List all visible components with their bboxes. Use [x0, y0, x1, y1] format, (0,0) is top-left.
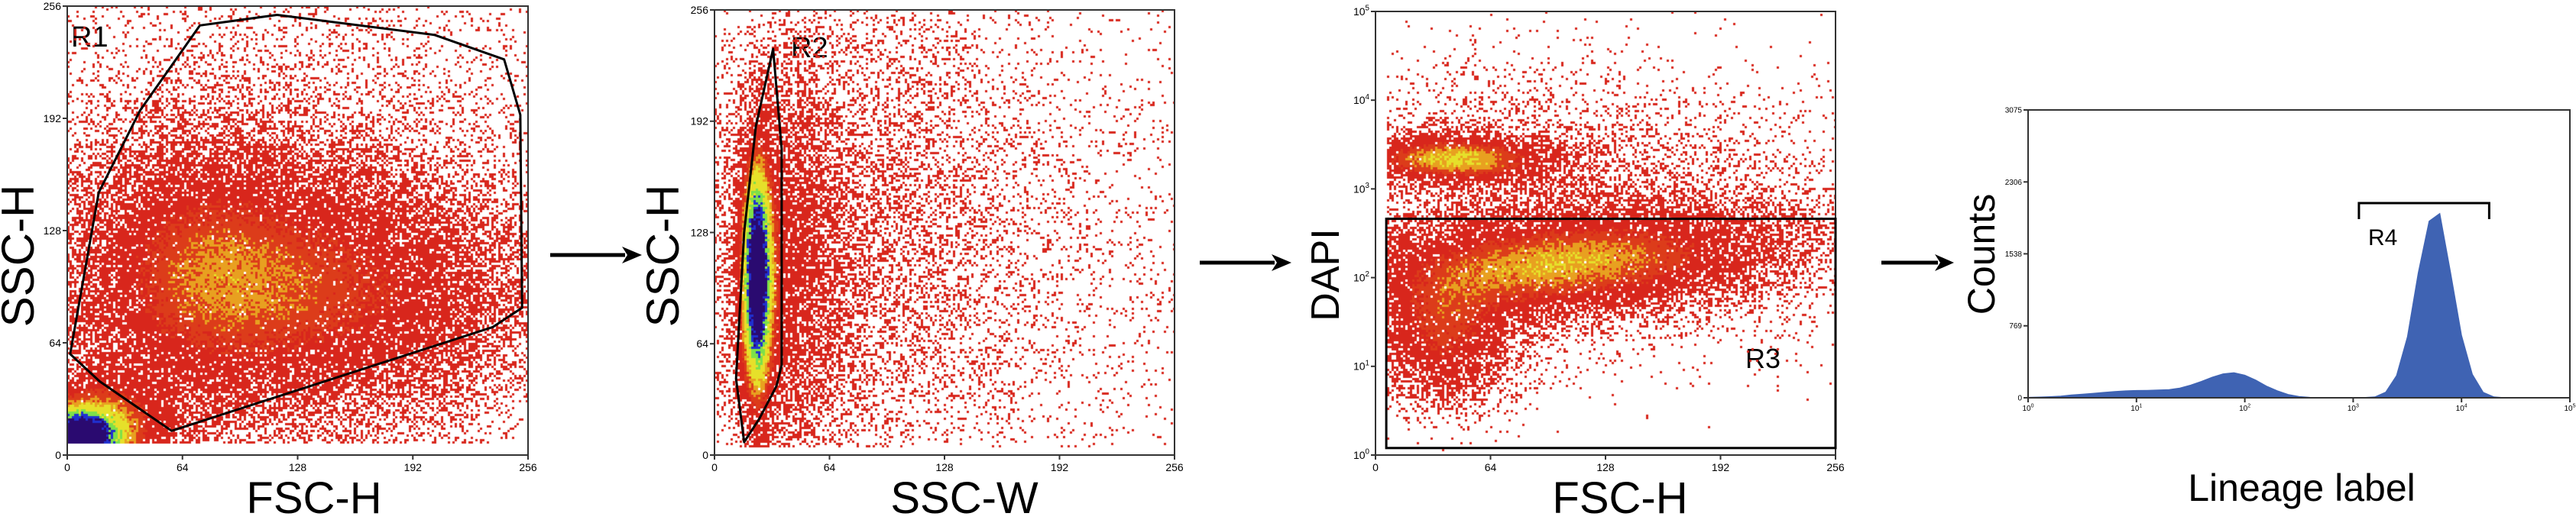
y-tick-label: 101	[1353, 359, 1369, 372]
y-tick-label: 104	[1353, 93, 1370, 106]
x-tick-label: 192	[404, 461, 423, 473]
plot-frame	[714, 9, 1175, 456]
x-tick-label: 64	[824, 461, 836, 473]
y-tick-label: 192	[44, 112, 62, 124]
gate-r2	[734, 47, 783, 444]
plot3-x-axis-label: FSC-H	[1552, 473, 1688, 523]
plot2-density-dots	[714, 10, 1175, 455]
plot2-x-axis-label: SSC-W	[890, 473, 1039, 523]
x-tick-label: 128	[935, 461, 954, 473]
plot4-x-axis-label: Lineage label	[2188, 467, 2416, 509]
x-tick-exponent: 1	[2139, 404, 2142, 409]
y-tick-label: 103	[1353, 182, 1370, 195]
gate-r4	[2357, 202, 2490, 219]
y-tick-exponent: 4	[1366, 93, 1370, 102]
right-arrow-icon	[1881, 254, 1954, 271]
plot1-y-axis-label: SSC-H	[0, 184, 44, 328]
x-tick-exponent: 4	[2464, 404, 2467, 409]
x-tick-label: 256	[519, 461, 537, 473]
y-tick-label: 192	[691, 115, 709, 128]
plot2-y-axis-label: SSC-H	[637, 184, 689, 328]
plot1-density-dots	[67, 6, 528, 455]
y-tick-exponent: 3	[1366, 182, 1370, 190]
plot2-axes: 0 64 128 192 256 0 64 128 192 256	[691, 4, 1184, 473]
x-tick-label: 192	[1712, 461, 1730, 473]
x-tick-label: 128	[289, 461, 307, 473]
right-arrow-icon	[550, 247, 642, 263]
plot-frame	[1375, 11, 1836, 456]
x-tick-label: 128	[1596, 461, 1615, 473]
y-tick-label: 0	[55, 449, 61, 461]
y-tick-exponent: 2	[1366, 270, 1369, 279]
x-tick-label: 102	[2239, 404, 2250, 414]
y-tick-label: 64	[49, 337, 61, 349]
x-tick-label: 0	[64, 461, 70, 473]
x-tick-label: 105	[2564, 404, 2575, 414]
y-tick-label: 100	[1353, 448, 1370, 461]
x-tick-label: 104	[2456, 404, 2467, 414]
x-tick-label: 100	[2022, 404, 2033, 414]
histogram-area	[2027, 212, 2570, 399]
y-tick-label: 256	[44, 0, 62, 12]
y-tick-exponent: 5	[1366, 5, 1370, 13]
x-tick-label: 0	[711, 461, 718, 473]
x-tick-label: 256	[1165, 461, 1184, 473]
x-tick-exponent: 5	[2573, 404, 2576, 409]
y-tick-exponent: 1	[1366, 359, 1369, 367]
y-tick-label: 0	[2017, 395, 2022, 403]
plot1-axes: 0 64 128 192 256 0 64 128 192 256	[44, 0, 537, 473]
x-tick-exponent: 0	[2031, 404, 2034, 409]
x-tick-label: 64	[1485, 461, 1497, 473]
x-tick-exponent: 3	[2356, 404, 2359, 409]
x-tick-label: 192	[1051, 461, 1069, 473]
y-tick-label: 769	[2009, 322, 2022, 331]
gate-r3	[1385, 218, 1837, 450]
x-tick-label: 256	[1826, 461, 1845, 473]
gate-r1	[69, 14, 523, 432]
y-tick-exponent: 0	[1366, 448, 1370, 457]
y-tick-label: 3075	[2005, 107, 2023, 115]
y-tick-label: 256	[691, 4, 709, 16]
y-tick-label: 128	[691, 226, 709, 238]
x-tick-label: 101	[2130, 404, 2142, 414]
x-tick-label: 103	[2348, 404, 2359, 414]
plot4-y-axis-label: Counts	[1960, 193, 2003, 315]
x-tick-label: 0	[1372, 461, 1379, 473]
plot1-x-axis-label: FSC-H	[246, 473, 382, 523]
plot3-y-axis-label: DAPI	[1304, 228, 1348, 321]
y-tick-label: 64	[696, 337, 708, 350]
y-tick-label: 102	[1353, 270, 1369, 283]
plot3-density-dots	[1375, 11, 1836, 455]
plot-frame	[2027, 109, 2571, 399]
plot-frame	[66, 5, 529, 456]
right-arrow-icon	[1200, 254, 1291, 271]
x-tick-exponent: 2	[2247, 404, 2250, 409]
y-tick-label: 105	[1353, 5, 1370, 18]
y-tick-label: 0	[702, 449, 708, 461]
y-tick-label: 2306	[2005, 179, 2023, 187]
y-tick-label: 128	[44, 224, 62, 237]
x-tick-label: 64	[177, 461, 189, 473]
y-tick-label: 1538	[2005, 250, 2023, 259]
gate-label-r4: R4	[2368, 225, 2398, 250]
